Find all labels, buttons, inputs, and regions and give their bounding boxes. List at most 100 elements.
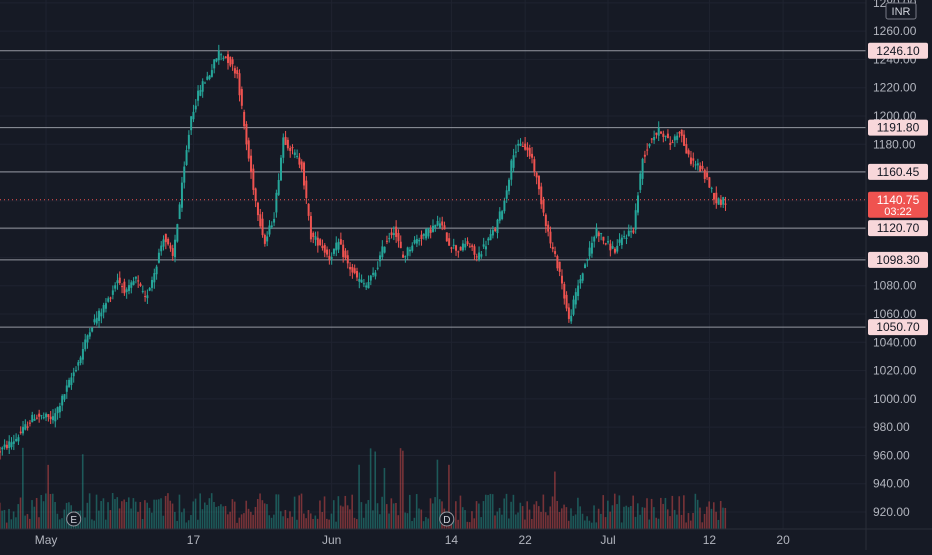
volume-bar [390,498,393,529]
volume-bar [392,503,395,529]
volume-bar [31,500,33,529]
volume-bar [618,495,621,529]
volume-bar [685,522,687,529]
volume-bar [533,504,535,529]
volume-bar [282,516,284,529]
time-axis-labels[interactable]: May 17 Jun 14 22 Jul 12 20 [35,533,790,547]
candle-body [305,180,308,199]
volume-bar [641,507,644,529]
candle-body [404,256,407,258]
candle-body [35,417,38,419]
candle-body [408,249,411,252]
candle-body [210,70,213,77]
candle-body [689,157,692,164]
candle-body [104,303,107,309]
volume-bar [425,517,427,529]
candle-body [164,233,167,243]
price-tick-label: 1000.00 [873,392,917,406]
candle-body [54,413,57,422]
candle-body [450,247,453,249]
currency-badge[interactable]: INR [885,2,917,20]
volume-bar [422,521,425,529]
candle-body [187,134,190,149]
event-marker-letter: D [443,515,450,526]
candle-body [245,123,248,145]
volume-bar [123,499,125,529]
candle-body [266,236,269,242]
volume-bar [680,514,683,529]
volume-bar [404,512,406,529]
candle-body [632,230,635,233]
candle-body [236,70,239,74]
volume-bar [236,522,238,529]
volume-bar [169,500,172,529]
candle-body [153,273,156,283]
candle-body [687,150,690,155]
candle-body [208,75,211,79]
candle-body [710,187,713,189]
horizontal-levels[interactable] [0,50,866,328]
candle-body [155,266,158,275]
volume-bar [309,513,312,529]
level-badge-bg [868,319,928,336]
volume-bar [722,507,724,529]
candle-body [231,59,234,65]
volume-bar [604,517,607,529]
volume-bar [558,511,561,529]
volume-bar [567,520,570,529]
last-price-countdown: 03:22 [884,206,912,218]
volume-bar [613,493,616,529]
candle-body [351,266,354,273]
candle-body [623,236,626,238]
volume-bar [284,509,287,529]
volume-bar [192,501,195,529]
volume-bar [3,510,6,529]
volume-bar [114,499,116,529]
price-tick-label: 1020.00 [873,364,917,378]
volume-bar [448,464,450,529]
candle-body [372,272,375,275]
candle-body [461,243,464,251]
candle-body [286,139,289,149]
candle-body [696,163,699,166]
event-marker-letter: E [70,515,77,526]
candle-body [362,283,365,285]
candle-body [563,284,566,299]
volume-bar [717,519,720,529]
candle-body [528,148,531,157]
candle-body [314,236,317,240]
volume-bar [33,506,36,529]
time-tick-label: 20 [776,533,790,547]
currency-badge-box[interactable] [885,2,917,20]
volume-bar [296,519,298,529]
volume-bar [139,502,142,529]
event-marker[interactable]: E [66,511,82,527]
volume-bar [434,497,436,529]
volume-bar [683,495,685,529]
event-marker[interactable]: D [439,511,455,527]
candle-body [309,216,312,240]
candle-body [42,417,45,419]
volume-bar [687,513,690,529]
candle-body [61,395,64,406]
candle-body [369,275,372,281]
volume-bar [167,493,169,529]
candle-body [724,203,727,205]
volume-bar [581,513,584,529]
volume-bar [616,504,618,529]
candle-body [8,441,11,449]
candle-body [542,200,545,213]
candle-body [353,268,356,274]
volume-bar [367,500,370,529]
volume-bar [160,498,162,529]
grid-lines [0,0,866,529]
candle-body [121,286,124,288]
volume-bar [111,493,114,529]
volume-bar [535,501,538,529]
candle-body [491,230,494,236]
candle-body [100,312,103,317]
candle-body [47,414,50,418]
